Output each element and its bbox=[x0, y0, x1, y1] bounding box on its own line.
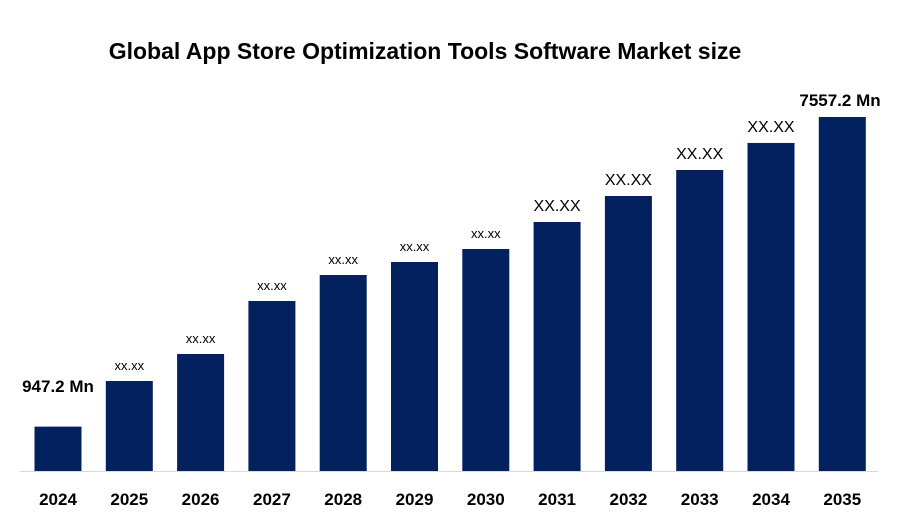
x-tick-label-2031: 2031 bbox=[538, 490, 576, 509]
x-tick-label-2034: 2034 bbox=[752, 490, 790, 509]
bar-2027 bbox=[248, 301, 296, 471]
data-label-2029: xx.xx bbox=[400, 239, 430, 254]
data-label-2030: xx.xx bbox=[471, 226, 501, 241]
bar-2025 bbox=[105, 381, 153, 471]
x-tick-label-2028: 2028 bbox=[324, 490, 362, 509]
bar-2034 bbox=[747, 142, 795, 471]
bar-2033 bbox=[676, 169, 724, 471]
x-tick-label-2025: 2025 bbox=[110, 490, 148, 509]
bar-2032 bbox=[604, 195, 652, 471]
data-label-2026: xx.xx bbox=[186, 331, 216, 346]
data-label-2025: xx.xx bbox=[114, 358, 144, 373]
x-tick-label-2030: 2030 bbox=[467, 490, 505, 509]
data-label-2032: XX.XX bbox=[605, 172, 652, 189]
x-tick-label-2026: 2026 bbox=[182, 490, 220, 509]
bar-2035 bbox=[818, 117, 866, 471]
bar-2029 bbox=[391, 261, 438, 471]
bar-2026 bbox=[177, 353, 225, 471]
data-label-2024: 947.2 Mn bbox=[22, 377, 94, 396]
x-tick-label-2027: 2027 bbox=[253, 490, 291, 509]
bar-2031 bbox=[533, 221, 581, 471]
x-tick-label-2033: 2033 bbox=[681, 490, 719, 509]
data-label-2034: XX.XX bbox=[747, 119, 794, 136]
data-label-2031: XX.XX bbox=[534, 198, 581, 215]
data-label-2027: xx.xx bbox=[257, 278, 287, 293]
chart-title: Global App Store Optimization Tools Soft… bbox=[108, 38, 742, 64]
x-tick-label-2035: 2035 bbox=[823, 490, 861, 509]
data-label-2033: XX.XX bbox=[676, 146, 723, 163]
x-tick-label-2029: 2029 bbox=[396, 490, 434, 509]
data-label-2035: 7557.2 Mn bbox=[799, 91, 880, 110]
bar-2028 bbox=[319, 275, 367, 471]
data-label-2028: xx.xx bbox=[328, 252, 358, 267]
x-tick-label-2024: 2024 bbox=[39, 490, 77, 509]
bar-2024 bbox=[34, 426, 82, 471]
bar-2030 bbox=[462, 249, 510, 471]
x-tick-label-2032: 2032 bbox=[609, 490, 647, 509]
